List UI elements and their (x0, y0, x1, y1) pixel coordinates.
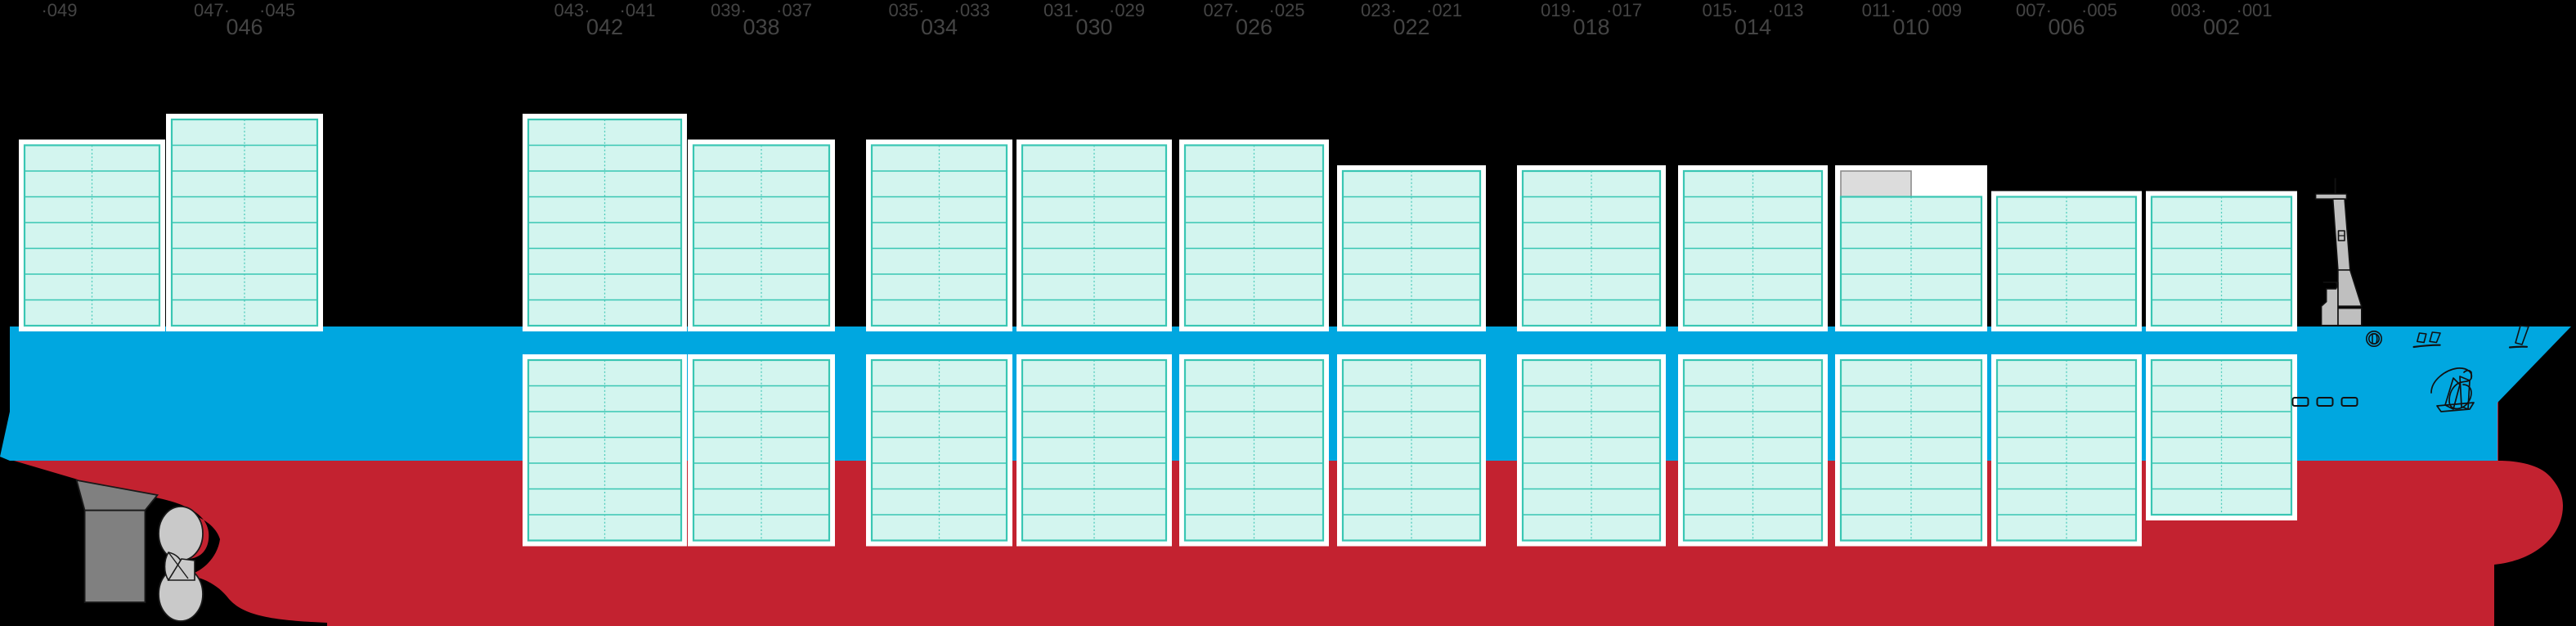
svg-text:·033: ·033 (954, 0, 990, 20)
svg-text:038: 038 (743, 15, 779, 39)
svg-text:018: 018 (1573, 15, 1609, 39)
svg-text:003·: 003· (2170, 0, 2206, 20)
svg-text:015·: 015· (1702, 0, 1738, 20)
svg-text:043·: 043· (554, 0, 590, 20)
svg-text:026: 026 (1236, 15, 1272, 39)
svg-text:030: 030 (1075, 15, 1112, 39)
svg-text:046: 046 (226, 15, 263, 39)
svg-text:·025: ·025 (1269, 0, 1305, 20)
svg-text:·021: ·021 (1426, 0, 1462, 20)
svg-text:·037: ·037 (776, 0, 812, 20)
svg-text:006: 006 (2048, 15, 2085, 39)
svg-text:·017: ·017 (1606, 0, 1642, 20)
svg-text:·005: ·005 (2081, 0, 2117, 20)
svg-text:002: 002 (2203, 15, 2240, 39)
svg-text:023·: 023· (1361, 0, 1397, 20)
svg-text:042: 042 (586, 15, 623, 39)
svg-text:007·: 007· (2016, 0, 2052, 20)
svg-text:·045: ·045 (259, 0, 295, 20)
svg-text:010: 010 (1892, 15, 1929, 39)
svg-text:·029: ·029 (1109, 0, 1145, 20)
svg-text:022: 022 (1393, 15, 1429, 39)
svg-text:027·: 027· (1203, 0, 1239, 20)
svg-text:039·: 039· (711, 0, 747, 20)
svg-text:·049: ·049 (41, 0, 77, 20)
svg-text:014: 014 (1735, 15, 1771, 39)
svg-text:·013: ·013 (1768, 0, 1804, 20)
svg-text:019·: 019· (1541, 0, 1577, 20)
svg-text:031·: 031· (1043, 0, 1079, 20)
svg-text:035·: 035· (888, 0, 924, 20)
svg-text:·001: ·001 (2237, 0, 2273, 20)
svg-text:·041: ·041 (620, 0, 656, 20)
svg-text:011·: 011· (1862, 0, 1896, 20)
svg-text:047·: 047· (194, 0, 230, 20)
svg-text:034: 034 (921, 15, 958, 39)
svg-text:·009: ·009 (1926, 0, 1962, 20)
